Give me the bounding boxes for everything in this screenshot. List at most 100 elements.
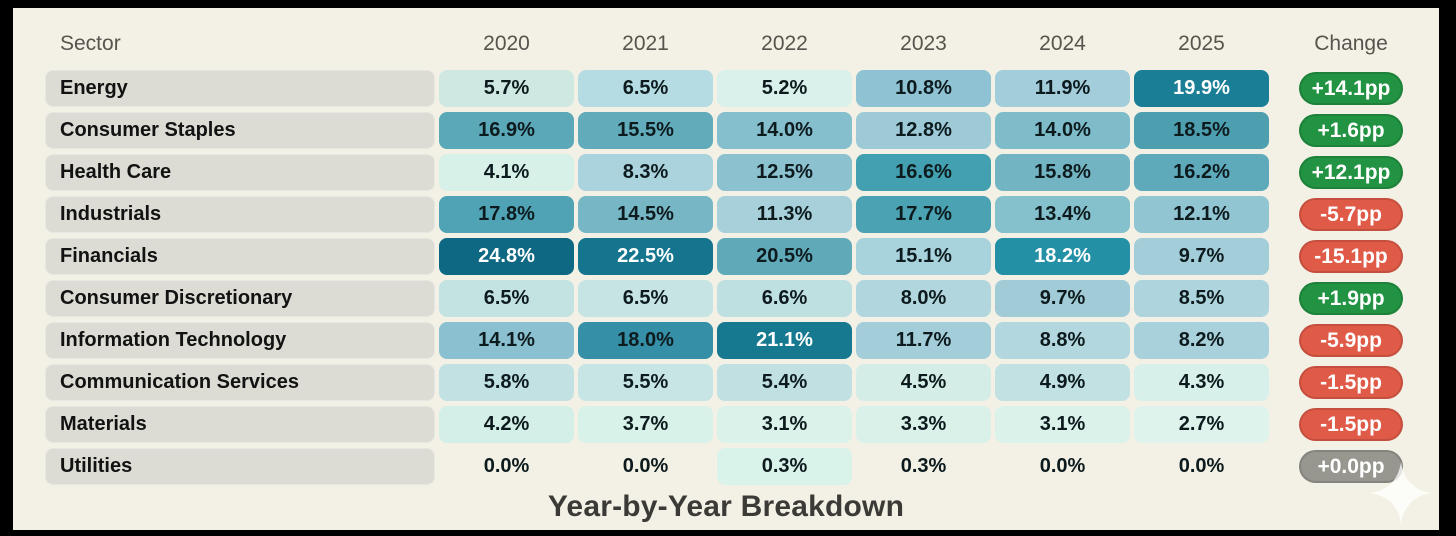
heatmap-cell: 4.2% [439, 406, 574, 443]
change-cell: -15.1pp [1273, 238, 1429, 275]
heatmap-cell: 5.2% [717, 70, 852, 107]
heatmap-cell: 0.3% [900, 455, 947, 477]
heatmap-cell: 22.5% [578, 238, 713, 275]
column-header-year: 2022 [761, 32, 808, 55]
heatmap-cell: 21.1% [717, 322, 852, 359]
heatmap-cell: 20.5% [717, 238, 852, 275]
change-badge: -1.5pp [1299, 366, 1403, 399]
heatmap-cell: 11.9% [995, 70, 1130, 107]
heatmap-cell: 8.5% [1134, 280, 1269, 317]
change-badge: -15.1pp [1299, 240, 1403, 273]
heatmap-cell: 8.2% [1134, 322, 1269, 359]
heatmap-cell: 15.8% [995, 154, 1130, 191]
heatmap-cell: 11.7% [856, 322, 991, 359]
change-badge: -5.9pp [1299, 324, 1403, 357]
change-cell: -1.5pp [1273, 406, 1429, 443]
change-badge: +1.6pp [1299, 114, 1403, 147]
column-header-change: Change [1314, 32, 1388, 55]
heatmap-cell: 0.0% [1039, 455, 1086, 477]
heatmap-cell: 12.5% [717, 154, 852, 191]
sector-chip: Health Care [45, 154, 435, 191]
heatmap-cell: 8.0% [856, 280, 991, 317]
sector-chip: Industrials [45, 196, 435, 233]
heatmap-cell: 6.6% [717, 280, 852, 317]
sector-chip: Consumer Staples [45, 112, 435, 149]
heatmap-cell: 3.7% [578, 406, 713, 443]
heatmap-cell: 0.0% [1178, 455, 1225, 477]
heatmap-cell: 9.7% [1134, 238, 1269, 275]
change-cell: +12.1pp [1273, 154, 1429, 191]
heatmap-cell: 18.0% [578, 322, 713, 359]
table-header-row: Sector 2020 2021 2022 2023 2024 2025 Change [45, 22, 1429, 66]
column-header-year: 2023 [900, 32, 947, 55]
heatmap-cell: 2.7% [1134, 406, 1269, 443]
table-row: Materials 4.2% 3.7% 3.1% 3.3% 3.1% 2.7% -1.5p… [45, 406, 1429, 443]
change-cell: +1.9pp [1273, 280, 1429, 317]
heatmap-cell: 4.5% [856, 364, 991, 401]
heatmap-cell: 12.1% [1134, 196, 1269, 233]
heatmap-cell: 16.2% [1134, 154, 1269, 191]
table-row: Utilities 0.0% 0.0% 0.3% 0.3% 0.0% 0.0% +0.0p… [45, 448, 1429, 485]
column-header-year: 2021 [622, 32, 669, 55]
heatmap-cell: 5.8% [439, 364, 574, 401]
table-row: Information Technology 14.1% 18.0% 21.1% 11… [45, 322, 1429, 359]
heatmap-cell: 24.8% [439, 238, 574, 275]
table-row: Consumer Staples 16.9% 15.5% 14.0% 12.8% 14.… [45, 112, 1429, 149]
page-title: Year-by-Year Breakdown [547, 490, 905, 523]
heatmap-panel: Sector 2020 2021 2022 2023 2024 2025 Change En… [13, 8, 1439, 530]
heatmap-cell: 19.9% [1134, 70, 1269, 107]
heatmap-cell: 18.5% [1134, 112, 1269, 149]
sector-chip: Consumer Discretionary [45, 280, 435, 317]
heatmap-cell: 16.6% [856, 154, 991, 191]
change-badge: +12.1pp [1299, 156, 1403, 189]
sector-year-table: Sector 2020 2021 2022 2023 2024 2025 Change En… [13, 8, 1439, 485]
heatmap-cell: 9.7% [995, 280, 1130, 317]
column-header-year: 2025 [1178, 32, 1225, 55]
heatmap-cell: 17.8% [439, 196, 574, 233]
table-row: Energy 5.7% 6.5% 5.2% 10.8% 11.9% 19.9% +14.1… [45, 70, 1429, 107]
heatmap-cell: 8.8% [995, 322, 1130, 359]
heatmap-cell: 14.1% [439, 322, 574, 359]
column-header-year: 2024 [1039, 32, 1086, 55]
change-badge: +0.0pp [1299, 450, 1403, 483]
sector-chip: Energy [45, 70, 435, 107]
change-cell: +0.0pp [1273, 448, 1429, 485]
table-row: Financials 24.8% 22.5% 20.5% 15.1% 18.2% 9.7%… [45, 238, 1429, 275]
heatmap-cell: 6.5% [578, 70, 713, 107]
change-badge: -5.7pp [1299, 198, 1403, 231]
heatmap-cell: 15.1% [856, 238, 991, 275]
heatmap-cell: 14.0% [995, 112, 1130, 149]
change-cell: -5.7pp [1273, 196, 1429, 233]
table-row: Communication Services 5.8% 5.5% 5.4% 4.5% 4… [45, 364, 1429, 401]
heatmap-cell: 3.1% [995, 406, 1130, 443]
heatmap-cell: 15.5% [578, 112, 713, 149]
heatmap-cell: 10.8% [856, 70, 991, 107]
sector-chip: Financials [45, 238, 435, 275]
heatmap-cell: 6.5% [439, 280, 574, 317]
change-cell: -5.9pp [1273, 322, 1429, 359]
change-badge: +1.9pp [1299, 282, 1403, 315]
heatmap-cell: 12.8% [856, 112, 991, 149]
heatmap-cell: 0.3% [717, 448, 852, 485]
heatmap-cell: 0.0% [483, 455, 530, 477]
heatmap-cell: 5.5% [578, 364, 713, 401]
heatmap-cell: 0.0% [622, 455, 669, 477]
heatmap-cell: 13.4% [995, 196, 1130, 233]
change-cell: +1.6pp [1273, 112, 1429, 149]
heatmap-cell: 14.5% [578, 196, 713, 233]
column-header-sector: Sector [60, 32, 121, 55]
heatmap-cell: 4.3% [1134, 364, 1269, 401]
heatmap-cell: 14.0% [717, 112, 852, 149]
table-row: Health Care 4.1% 8.3% 12.5% 16.6% 15.8% 16.2%… [45, 154, 1429, 191]
sector-chip: Utilities [45, 448, 435, 485]
heatmap-cell: 8.3% [578, 154, 713, 191]
heatmap-cell: 11.3% [717, 196, 852, 233]
heatmap-cell: 3.1% [717, 406, 852, 443]
heatmap-cell: 16.9% [439, 112, 574, 149]
heatmap-cell: 6.5% [578, 280, 713, 317]
column-header-year: 2020 [483, 32, 530, 55]
heatmap-cell: 4.1% [439, 154, 574, 191]
heatmap-cell: 17.7% [856, 196, 991, 233]
sector-chip: Communication Services [45, 364, 435, 401]
sector-chip: Materials [45, 406, 435, 443]
